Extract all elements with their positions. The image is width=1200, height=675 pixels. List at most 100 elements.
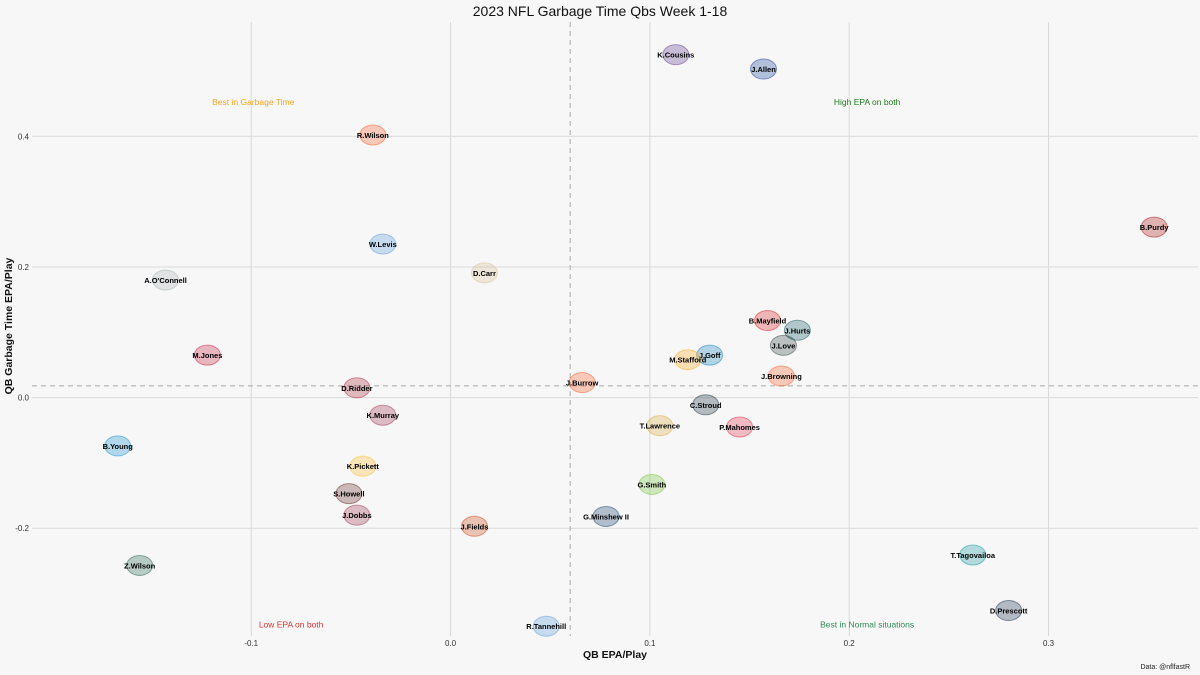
x-axis-title: QB EPA/Play: [583, 649, 647, 661]
data-point: D.Prescott: [990, 600, 1028, 622]
point-label: D.Ridder: [341, 384, 372, 393]
team-logo-mark: [696, 344, 724, 366]
point-label: J.Burrow: [566, 379, 599, 388]
data-point: J.Hurts: [783, 319, 811, 341]
point-label: B.Young: [103, 442, 134, 451]
data-points: K.Cousins J.Allen R.Wilson B.Purdy W.Levis D.…: [103, 44, 1169, 637]
data-point: J.Dobbs: [342, 504, 372, 526]
data-point: C.Stroud: [690, 394, 722, 416]
point-label: J.Love: [772, 341, 796, 350]
team-logo-mark: [638, 473, 666, 495]
team-logo-mark: [343, 504, 371, 526]
team-logo-mark: [749, 58, 777, 80]
point-label: K.Murray: [367, 411, 400, 420]
team-logo-mark: [959, 544, 987, 566]
team-logo-mark: [369, 233, 397, 255]
data-point: K.Murray: [367, 404, 400, 426]
point-label: W.Levis: [369, 240, 397, 249]
y-tick-label: 0.0: [18, 394, 30, 403]
team-logo-mark: [662, 44, 690, 66]
point-label: T.Lawrence: [640, 422, 680, 431]
x-tick-label: -0.1: [244, 639, 258, 648]
team-logo-mark: [995, 600, 1023, 622]
team-logo-mark: [460, 515, 488, 537]
data-point: T.Tagovailoa: [951, 544, 996, 566]
data-point: Z.Wilson: [124, 554, 156, 576]
point-label: M.Jones: [192, 351, 222, 360]
data-point: J.Browning: [761, 365, 802, 387]
team-logo-mark: [193, 344, 221, 366]
data-point: D.Carr: [470, 262, 498, 284]
point-label: G.Smith: [637, 480, 666, 489]
data-point: J.Allen: [749, 58, 777, 80]
data-point: M.Stafford: [669, 349, 707, 371]
data-point: R.Wilson: [357, 124, 389, 146]
team-logo-mark: [592, 505, 620, 527]
data-point: M.Jones: [192, 344, 222, 366]
point-label: J.Dobbs: [342, 511, 372, 520]
data-point: J.Fields: [460, 515, 488, 537]
point-label: T.Tagovailoa: [951, 551, 996, 560]
team-logo-mark: [532, 615, 560, 637]
data-point: B.Mayfield: [749, 310, 787, 332]
point-label: Z.Wilson: [124, 561, 156, 570]
point-label: A.O'Connell: [144, 276, 187, 285]
team-logo-mark: [126, 554, 154, 576]
grid-lines: [32, 22, 1198, 636]
team-logo-mark: [753, 310, 781, 332]
team-logo-mark: [104, 435, 132, 457]
data-point: K.Cousins: [657, 44, 694, 66]
data-point: G.Minshew II: [583, 505, 629, 527]
data-point: G.Smith: [637, 473, 667, 495]
point-label: M.Stafford: [669, 356, 706, 365]
x-tick-label: 0.1: [644, 639, 656, 648]
data-point: J.Love: [769, 334, 797, 356]
team-logo-mark: [152, 269, 180, 291]
team-logo-mark: [674, 349, 702, 371]
data-point: S.Howell: [333, 483, 365, 505]
x-tick-label: 0.2: [844, 639, 856, 648]
point-label: J.Hurts: [784, 326, 810, 335]
team-logo-mark: [692, 394, 720, 416]
data-point: D.Ridder: [341, 377, 373, 399]
point-label: D.Prescott: [990, 607, 1028, 616]
data-caption: Data: @nflfastR: [1140, 664, 1190, 671]
point-label: P.Mahomes: [719, 423, 760, 432]
point-label: J.Goff: [699, 351, 721, 360]
point-label: K.Pickett: [347, 462, 380, 471]
point-label: D.Carr: [473, 269, 496, 278]
point-label: R.Tannehill: [526, 622, 566, 631]
quadrant-label: Low EPA on both: [259, 620, 324, 630]
team-logo-mark: [369, 404, 397, 426]
data-point: T.Lawrence: [640, 415, 680, 437]
point-label: J.Allen: [751, 65, 776, 74]
team-logo-mark: [726, 416, 754, 438]
data-point: A.O'Connell: [144, 269, 187, 291]
data-point: R.Tannehill: [526, 615, 566, 637]
y-axis-title: QB Garbage Time EPA/Play: [3, 257, 15, 394]
quadrant-label: Best in Normal situations: [820, 620, 914, 630]
data-point: J.Goff: [696, 344, 724, 366]
team-logo-mark: [783, 319, 811, 341]
data-point: K.Pickett: [347, 455, 380, 477]
team-logo-mark: [767, 365, 795, 387]
team-logo-mark: [349, 455, 377, 477]
x-tick-label: 0.0: [445, 639, 457, 648]
y-tick-label: 0.4: [18, 132, 30, 141]
data-point: B.Young: [103, 435, 134, 457]
data-point: W.Levis: [369, 233, 397, 255]
y-tick-label: 0.2: [18, 263, 30, 272]
team-logo-mark: [769, 334, 797, 356]
data-point: J.Burrow: [566, 372, 599, 394]
tick-labels: -0.1 0.0 0.1 0.2 0.3 -0.2 0.0 0.2 0.4: [15, 132, 1054, 648]
team-logo-mark: [335, 483, 363, 505]
team-logo-mark: [1140, 216, 1168, 238]
quadrant-labels: Best in Garbage Time High EPA on both Low …: [212, 97, 914, 630]
point-label: G.Minshew II: [583, 512, 629, 521]
quadrant-label: Best in Garbage Time: [212, 97, 294, 107]
point-label: B.Mayfield: [749, 317, 787, 326]
team-logo-mark: [343, 377, 371, 399]
reference-lines: [32, 22, 1198, 636]
team-logo-mark: [359, 124, 387, 146]
